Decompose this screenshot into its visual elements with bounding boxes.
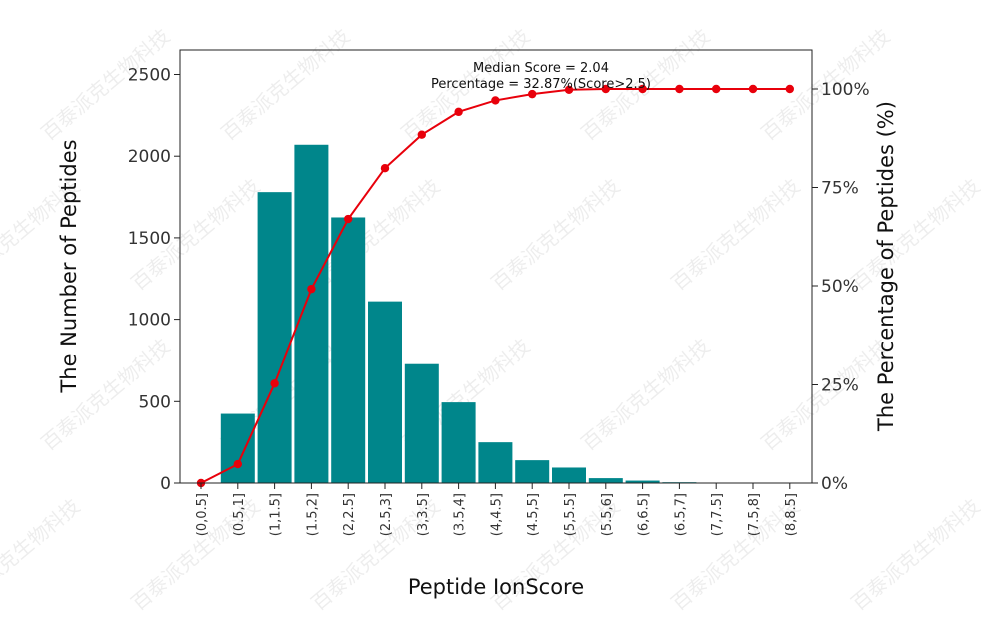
bar <box>478 442 512 483</box>
bar <box>331 217 365 483</box>
annotation-percentage: Percentage = 32.87%(Score>2.5) <box>431 77 651 92</box>
bar <box>368 302 402 483</box>
line-point <box>454 108 462 116</box>
x-tick-label: (3,3.5] <box>416 493 431 536</box>
line-point <box>234 460 242 468</box>
x-tick-label: (2,2.5] <box>342 493 357 536</box>
y-tick-label: 500 <box>139 392 171 412</box>
x-axis-title: Peptide IonScore <box>408 575 584 599</box>
bar <box>405 364 439 483</box>
y-tick-label: 2500 <box>128 66 171 86</box>
bar <box>589 478 623 483</box>
line-point <box>749 85 757 93</box>
line-point <box>675 85 683 93</box>
y2-axis-title: The Percentage of Peptides (%) <box>874 101 898 432</box>
line-point <box>491 96 499 104</box>
bar <box>515 460 549 483</box>
bar <box>221 414 255 483</box>
x-tick-label: (4.5,5] <box>526 493 541 536</box>
x-tick-label: (2.5,3] <box>379 493 394 536</box>
watermark-text: 百泰派克生物科技 <box>847 494 985 615</box>
bar-series <box>221 145 807 483</box>
line-point <box>418 131 426 139</box>
watermark-text: 百泰派克生物科技 <box>667 174 805 295</box>
y2-tick-label: 100% <box>821 80 870 100</box>
line-point <box>344 215 352 223</box>
x-tick-label: (4,4.5] <box>489 493 504 536</box>
y2-tick-label: 75% <box>821 179 859 199</box>
x-tick-label: (3.5,4] <box>453 493 468 536</box>
x-tick-label: (6.5,7] <box>673 493 688 536</box>
x-tick-label: (8,8.5] <box>784 493 799 536</box>
y-tick-label: 0 <box>160 474 171 494</box>
x-tick-label: (7.5,8] <box>747 493 762 536</box>
x-tick-label: (1,1.5] <box>269 493 284 536</box>
watermark-text: 百泰派克生物科技 <box>0 494 84 615</box>
y-tick-label: 2000 <box>128 147 171 167</box>
x-tick-label: (5.5,6] <box>600 493 615 536</box>
watermark-text: 百泰派克生物科技 <box>217 24 355 145</box>
bar <box>442 402 476 483</box>
watermark-text: 百泰派克生物科技 <box>847 174 985 295</box>
bar <box>294 145 328 483</box>
y2-tick-label: 50% <box>821 277 859 297</box>
x-tick-label: (0.5,1] <box>232 493 247 536</box>
y2-tick-label: 25% <box>821 376 859 396</box>
watermark-text: 百泰派克生物科技 <box>577 334 715 455</box>
line-point <box>712 85 720 93</box>
annotation-median: Median Score = 2.04 <box>473 61 609 76</box>
y-tick-label: 1500 <box>128 229 171 249</box>
bar <box>258 192 292 483</box>
line-point <box>270 379 278 387</box>
line-point <box>381 164 389 172</box>
bar <box>552 467 586 483</box>
line-point <box>786 85 794 93</box>
x-tick-label: (1.5,2] <box>305 493 320 536</box>
x-tick-label: (6,6.5] <box>637 493 652 536</box>
y-tick-label: 1000 <box>128 311 171 331</box>
y2-tick-label: 0% <box>821 474 848 494</box>
line-point <box>307 285 315 293</box>
x-tick-label: (5,5.5] <box>563 493 578 536</box>
x-tick-label: (0,0.5] <box>195 493 210 536</box>
y-axis-title: The Number of Peptides <box>57 139 81 393</box>
x-tick-label: (7,7.5] <box>710 493 725 536</box>
watermark-text: 百泰派克生物科技 <box>487 174 625 295</box>
